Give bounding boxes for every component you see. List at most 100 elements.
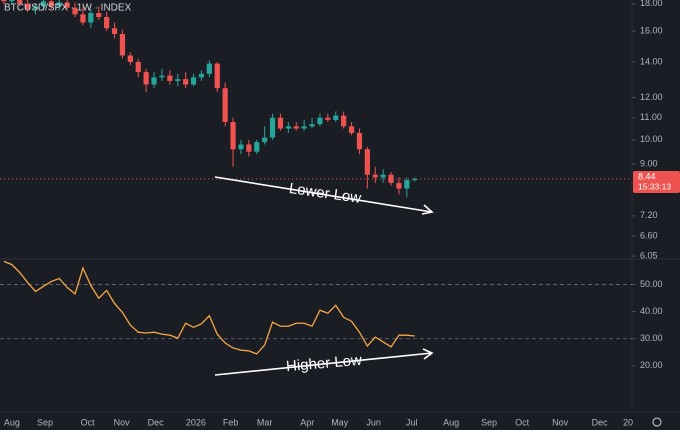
- y-tick-label: 11.00: [640, 112, 662, 122]
- candle-body: [341, 115, 347, 127]
- candle-body: [380, 174, 386, 178]
- candle-body: [364, 149, 370, 175]
- symbol-title: BTCUSD/SPX · 1W · INDEX: [4, 3, 132, 14]
- x-tick-label: Dec: [148, 417, 165, 427]
- candle-body: [230, 122, 236, 150]
- candle-body: [104, 17, 110, 29]
- countdown-label: 15:33:13: [638, 181, 671, 191]
- candle-body: [222, 88, 228, 123]
- candle-body: [309, 124, 315, 127]
- candle-body: [1, 0, 7, 2]
- y-tick-label: 6.05: [640, 250, 658, 260]
- candle-body: [356, 132, 363, 150]
- price-pane: [0, 0, 632, 198]
- candle-body: [198, 73, 205, 78]
- candle-body: [404, 180, 410, 189]
- candle-body: [143, 72, 149, 85]
- x-tick-label: May: [331, 417, 349, 427]
- y-tick-label: 12.00: [640, 92, 663, 102]
- x-tick-label: Aug: [4, 417, 20, 427]
- candle-body: [64, 2, 70, 8]
- x-tick-label: Jul: [406, 417, 418, 427]
- x-tick-label: Apr: [300, 417, 314, 427]
- candle-body: [159, 75, 165, 78]
- arrow-line: [214, 176, 433, 213]
- candle-body: [388, 174, 394, 183]
- y-tick-label: 40.00: [640, 306, 663, 316]
- x-tick-label: Nov: [552, 417, 569, 427]
- candle-body: [151, 77, 157, 85]
- candle-body: [372, 174, 378, 178]
- candle-body: [40, 1, 47, 7]
- candle-body: [119, 33, 126, 56]
- candle-body: [285, 126, 291, 129]
- rsi-line: [3, 260, 415, 355]
- candle-body: [206, 63, 212, 74]
- y-tick-label: 30.00: [640, 333, 663, 343]
- annotation-higher-low: Higher Low: [285, 352, 362, 376]
- y-tick-label: 50.00: [640, 279, 663, 289]
- arrow-head: [422, 348, 434, 360]
- last-price-box: [633, 171, 680, 194]
- x-tick-label: Nov: [114, 417, 131, 427]
- candle-body: [175, 79, 181, 81]
- candle-body: [135, 61, 141, 73]
- y-tick-label: 9.00: [640, 159, 658, 169]
- candle-body: [301, 126, 307, 129]
- x-tick-label: Dec: [592, 417, 609, 427]
- candle-body: [238, 144, 244, 150]
- candle-body: [333, 115, 339, 120]
- candle-body: [246, 144, 252, 152]
- candle-body: [48, 1, 54, 7]
- last-price-label: 8.44: [638, 171, 656, 181]
- x-tick-label: Sep: [37, 417, 53, 427]
- candle-body: [325, 117, 331, 120]
- candle-body: [167, 75, 173, 81]
- x-tick-label: 20: [623, 417, 633, 427]
- candle-body: [254, 142, 260, 152]
- candle-body: [88, 13, 94, 23]
- candle-body: [56, 2, 62, 7]
- arrow-line: [214, 352, 433, 376]
- axes: 18.00 16.00 14.00 12.00 11.00 10.00 9.00 7.20 6.…: [4, 0, 680, 427]
- x-tick-label: Feb: [223, 417, 239, 427]
- candle-body: [9, 0, 15, 2]
- y-tick-label: 7.20: [640, 210, 658, 220]
- candle-body: [127, 55, 133, 62]
- candle-body: [96, 13, 102, 18]
- candle-body: [32, 6, 39, 10]
- candle-body: [111, 28, 118, 34]
- candle-body: [269, 117, 276, 138]
- candle-body: [317, 117, 323, 125]
- candle-body: [80, 14, 86, 23]
- x-tick-label: 2026: [186, 417, 206, 427]
- candle-body: [262, 137, 268, 143]
- x-tick-label: Oct: [81, 417, 96, 427]
- y-tick-label: 16.00: [640, 25, 663, 35]
- candle-body: [17, 0, 23, 4]
- settings-icon[interactable]: [652, 417, 662, 427]
- x-tick-label: Aug: [443, 417, 459, 427]
- x-tick-label: Jun: [366, 417, 381, 427]
- y-tick-label: 18.00: [640, 0, 663, 8]
- y-tick-label: 10.00: [640, 134, 663, 144]
- y-tick-label: 6.60: [640, 230, 658, 240]
- rsi-pane: [0, 260, 632, 355]
- y-tick-label: 20.00: [640, 360, 663, 370]
- candle-body: [25, 3, 31, 10]
- candle-body: [183, 79, 189, 85]
- candle-body: [396, 182, 402, 189]
- x-tick-label: Oct: [515, 417, 530, 427]
- candle-body: [190, 77, 197, 85]
- arrow-head: [421, 204, 434, 215]
- x-tick-label: Sep: [481, 417, 497, 427]
- candle-body: [214, 63, 220, 89]
- y-tick-label: 14.00: [640, 56, 663, 66]
- candle-body: [348, 126, 355, 133]
- candle-body: [412, 179, 418, 181]
- candle-body: [72, 7, 78, 15]
- candle-body: [293, 126, 299, 129]
- x-tick-label: Mar: [257, 417, 273, 427]
